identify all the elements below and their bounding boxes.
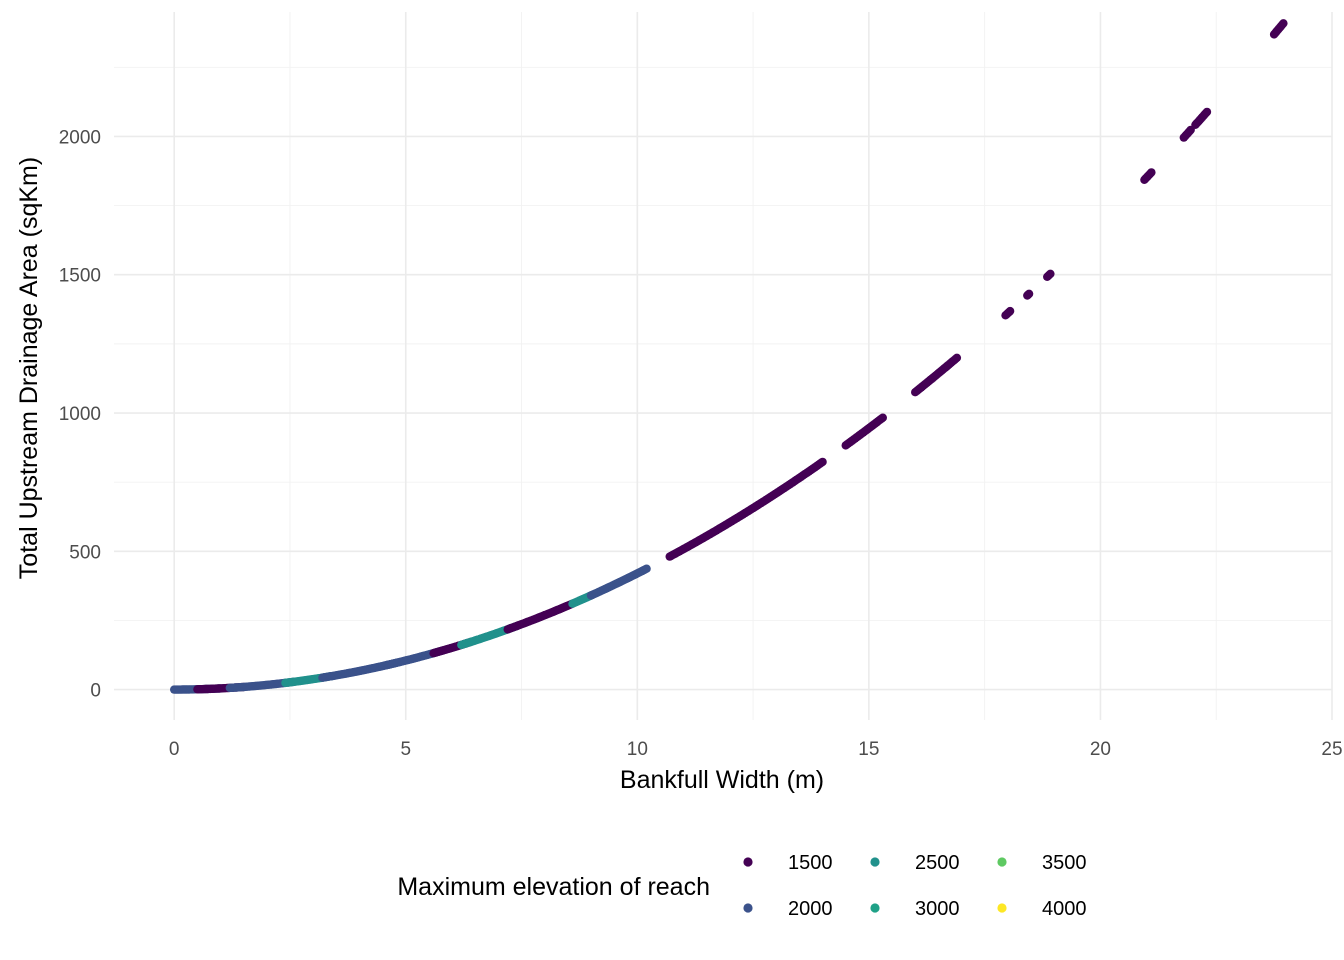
data-point: [1202, 107, 1212, 117]
legend-key: [997, 857, 1007, 867]
legend-label: 4000: [1042, 898, 1087, 920]
legend-key: [743, 903, 753, 913]
x-tick-label: 10: [627, 739, 648, 760]
data-point: [818, 457, 827, 467]
y-tick-label: 500: [69, 542, 101, 563]
legend-label: 3500: [1042, 852, 1087, 874]
x-tick-labels: 0 5 10 15 20 25: [169, 739, 1343, 760]
legend-entries: 1500 2000 2500 3000 3500 4000: [743, 852, 1087, 920]
data-point: [952, 353, 962, 362]
y-tick-label: 2000: [59, 127, 101, 148]
data-point: [1005, 306, 1015, 316]
legend-key: [870, 857, 880, 867]
legend-title: Maximum elevation of reach: [397, 873, 710, 901]
x-axis-title: Bankfull Width (m): [620, 766, 824, 794]
legend-label: 2500: [915, 852, 960, 874]
x-tick-label: 5: [400, 739, 411, 760]
data-point: [642, 564, 651, 573]
data-point: [1147, 168, 1156, 177]
y-tick-label: 0: [90, 681, 101, 702]
data-point: [878, 413, 887, 422]
data-point: [1046, 269, 1055, 278]
y-tick-labels: 0 500 1000 1500 2000: [59, 127, 101, 701]
legend-label: 3000: [915, 898, 960, 920]
legend-label: 2000: [788, 898, 833, 920]
x-tick-label: 0: [169, 739, 180, 760]
data-point: [1279, 19, 1288, 28]
legend: Maximum elevation of reach 1500 2000 2500 3…: [397, 852, 1086, 920]
data-points: [170, 19, 1288, 694]
gridlines: [114, 12, 1333, 720]
legend-key: [743, 857, 753, 867]
legend-key: [997, 903, 1007, 913]
y-tick-label: 1500: [59, 266, 101, 287]
legend-label: 1500: [788, 852, 833, 874]
x-tick-label: 15: [858, 739, 879, 760]
legend-key: [870, 903, 880, 913]
data-point: [1024, 289, 1034, 298]
y-tick-label: 1000: [59, 404, 101, 425]
x-tick-label: 25: [1321, 739, 1342, 760]
y-axis-title: Total Upstream Drainage Area (sqKm): [15, 157, 43, 579]
x-tick-label: 20: [1090, 739, 1111, 760]
